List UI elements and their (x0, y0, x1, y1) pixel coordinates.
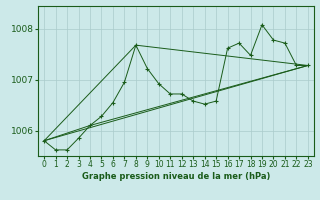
X-axis label: Graphe pression niveau de la mer (hPa): Graphe pression niveau de la mer (hPa) (82, 172, 270, 181)
